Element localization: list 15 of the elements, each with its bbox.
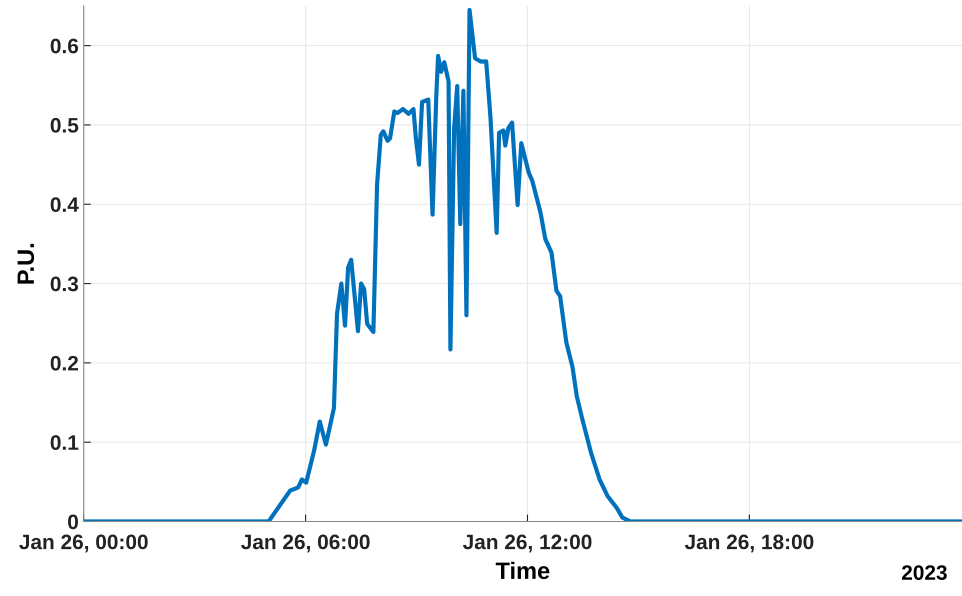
y-tick-label: 0.1 [50,435,78,450]
y-tick-label: 0 [68,514,78,530]
x-tick-label: Jan 26, 18:00 [684,534,814,552]
y-tick-label: 0.3 [50,276,78,292]
x-tick-label: Jan 26, 12:00 [462,534,592,552]
y-tick-label: 0.6 [50,38,78,54]
y-tick-label: 0.5 [50,118,78,133]
y-tick-label: 0.2 [50,356,78,371]
line-series [84,8,962,522]
y-axis-title: P.U. [18,244,34,284]
x-tick-label: Jan 26, 06:00 [241,534,370,552]
x-tick-label: Jan 26, 00:00 [19,534,148,552]
x-axis-title: Time [496,562,550,580]
y-tick-label: 0.4 [50,197,79,212]
text: 2023 [902,565,947,580]
